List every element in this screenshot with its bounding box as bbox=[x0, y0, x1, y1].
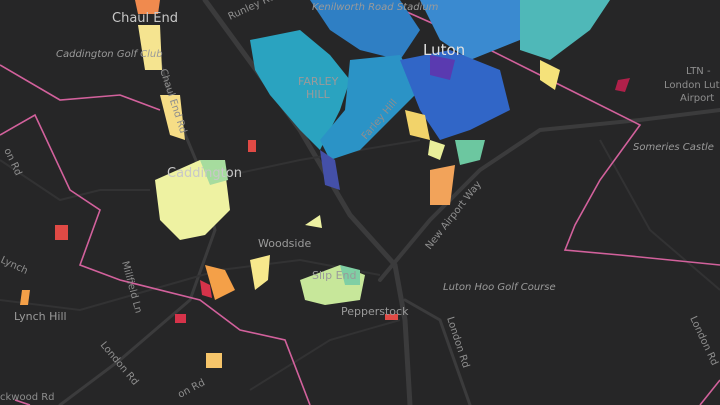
area bbox=[430, 55, 455, 80]
place-label: Lynch Hill bbox=[14, 310, 67, 323]
poi-label: LTN - bbox=[686, 66, 711, 77]
poi-label: Someries Castle bbox=[633, 142, 714, 153]
area bbox=[420, 0, 520, 60]
place-label: FARLEY bbox=[298, 75, 339, 88]
area bbox=[615, 78, 630, 92]
place-label: Slip End bbox=[312, 269, 356, 282]
area bbox=[540, 60, 560, 90]
area bbox=[248, 140, 256, 152]
area bbox=[320, 150, 340, 190]
area bbox=[200, 280, 212, 298]
area bbox=[320, 55, 420, 160]
area bbox=[405, 110, 430, 140]
area bbox=[305, 215, 322, 228]
area bbox=[160, 95, 185, 140]
area bbox=[20, 290, 30, 305]
area bbox=[135, 0, 160, 14]
area bbox=[205, 265, 235, 300]
place-label: HILL bbox=[306, 88, 331, 101]
poi-label: Airport bbox=[680, 93, 714, 104]
urban-patches bbox=[20, 0, 630, 368]
area bbox=[175, 314, 186, 323]
place-label: Pepperstock bbox=[341, 305, 409, 318]
area bbox=[138, 25, 162, 70]
poi-label: London Luton bbox=[664, 80, 720, 91]
place-label: Chaul End bbox=[112, 11, 178, 26]
poi-label: Luton Hoo Golf Course bbox=[443, 282, 556, 293]
place-label: Caddington bbox=[167, 166, 242, 181]
area bbox=[55, 225, 68, 240]
area bbox=[455, 140, 485, 165]
area bbox=[340, 265, 360, 285]
poi-label: Kenilworth Road Stadium bbox=[312, 2, 439, 13]
area bbox=[400, 50, 510, 140]
poi-label: Caddington Golf Club bbox=[56, 49, 163, 60]
road-label: ckwood Rd bbox=[0, 392, 55, 403]
area bbox=[520, 0, 610, 60]
area bbox=[385, 314, 398, 320]
area bbox=[310, 0, 420, 60]
area bbox=[206, 353, 222, 368]
place-label: Woodside bbox=[258, 237, 311, 250]
place-label: Luton bbox=[423, 41, 465, 59]
area bbox=[430, 165, 455, 205]
area bbox=[200, 160, 228, 185]
area bbox=[250, 30, 350, 150]
area bbox=[428, 140, 445, 160]
area bbox=[250, 255, 270, 290]
